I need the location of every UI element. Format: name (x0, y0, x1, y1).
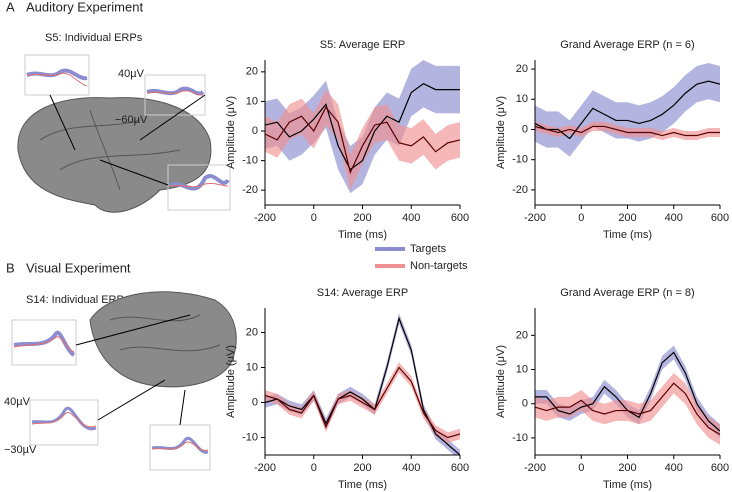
legend-label: Non-targets (410, 260, 468, 272)
plot-area (535, 63, 720, 157)
y-tick-label: -10 (242, 155, 258, 167)
scale-label: 40µV (4, 396, 31, 408)
x-tick-label: 400 (402, 212, 420, 224)
chart-title: Grand Average ERP (n = 6) (560, 39, 694, 51)
panel-label: A (6, 0, 15, 14)
mean-line (265, 106, 460, 175)
x-tick-label: 0 (578, 462, 584, 474)
plot-area (265, 313, 460, 455)
y-tick-label: 0 (522, 123, 528, 135)
y-axis-label: Amplitude (μV) (495, 345, 507, 418)
inset (11, 314, 211, 471)
scale-label: 40µV (118, 68, 145, 80)
x-tick-label: 600 (711, 212, 729, 224)
y-tick-label: -20 (512, 184, 528, 196)
mean-line (535, 125, 720, 137)
x-tick-label: 400 (665, 462, 683, 474)
x-axis-label: Time (ms) (603, 479, 652, 491)
y-tick-label: -10 (242, 431, 258, 443)
error-band (535, 121, 720, 141)
y-tick-label: 20 (516, 329, 528, 341)
mean-line (265, 82, 460, 171)
x-tick-label: 200 (618, 212, 636, 224)
x-tick-label: -200 (254, 462, 276, 474)
x-tick-label: 600 (451, 462, 469, 474)
error-band (265, 313, 460, 455)
y-tick-label: -10 (512, 154, 528, 166)
legend-label: Targets (410, 243, 447, 255)
y-tick-label: -10 (512, 432, 528, 444)
x-tick-label: 200 (618, 462, 636, 474)
panel-title: Visual Experiment (26, 260, 131, 275)
y-tick-label: 0 (252, 125, 258, 137)
y-tick-label: 10 (516, 93, 528, 105)
scale-label: −60µV (115, 114, 148, 126)
panel-label: B (6, 260, 15, 275)
error-band (535, 63, 720, 157)
chart-title: Grand Average ERP (n = 8) (560, 287, 694, 299)
y-tick-label: 20 (246, 326, 258, 338)
y-tick-label: 10 (246, 361, 258, 373)
x-tick-label: -200 (254, 212, 276, 224)
x-tick-label: 0 (578, 212, 584, 224)
mean-line (265, 366, 460, 439)
x-axis-label: Time (ms) (338, 479, 387, 491)
panel-subtitle: S5: Individual ERPs (45, 32, 143, 44)
y-tick-label: 0 (522, 398, 528, 410)
plot-area (535, 345, 720, 445)
scale-label: −30µV (4, 444, 37, 456)
y-tick-label: 10 (516, 363, 528, 375)
error-band (535, 372, 720, 445)
y-tick-label: 0 (252, 396, 258, 408)
panel-subtitle: S14: Individual ERPs (26, 294, 130, 306)
mean-line (265, 316, 460, 455)
chart-title: S14: Average ERP (317, 287, 409, 299)
x-tick-label: 0 (311, 212, 317, 224)
brain-image (89, 291, 237, 388)
mean-line (535, 80, 720, 140)
x-tick-label: 200 (353, 462, 371, 474)
plot-area (265, 60, 460, 194)
x-tick-label: 600 (711, 462, 729, 474)
y-axis-label: Amplitude (μV) (495, 96, 507, 169)
x-tick-label: 400 (402, 462, 420, 474)
chart-title: S5: Average ERP (320, 39, 405, 51)
x-axis-label: Time (ms) (338, 229, 387, 241)
y-tick-label: 10 (246, 95, 258, 107)
x-tick-label: 400 (665, 212, 683, 224)
y-axis-label: Amplitude (μV) (225, 96, 237, 169)
x-tick-label: 200 (353, 212, 371, 224)
x-tick-label: -200 (524, 212, 546, 224)
x-axis-label: Time (ms) (603, 229, 652, 241)
y-tick-label: 20 (516, 63, 528, 75)
y-axis-label: Amplitude (μV) (225, 345, 237, 418)
error-band (265, 89, 460, 191)
x-tick-label: -200 (524, 462, 546, 474)
x-tick-label: 600 (451, 212, 469, 224)
y-tick-label: -20 (242, 184, 258, 196)
y-tick-label: 20 (246, 66, 258, 78)
mean-line (535, 382, 720, 436)
panel-title: Auditory Experiment (26, 0, 143, 14)
x-tick-label: 0 (311, 462, 317, 474)
inset (24, 54, 231, 211)
